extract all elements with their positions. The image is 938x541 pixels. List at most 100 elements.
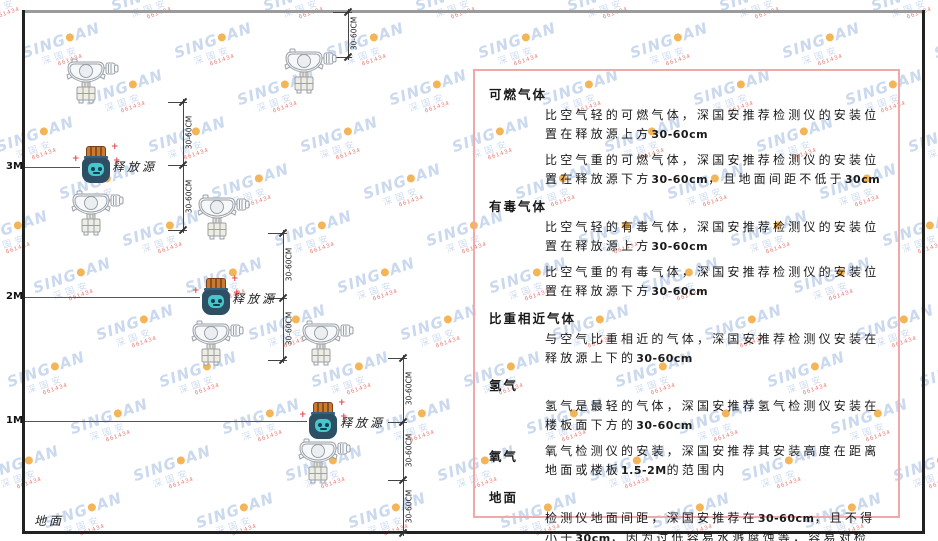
panel-section: 氢气氢气是最轻的气体，深国安推荐氢气检测仪安装在楼板面下方的30-60cm <box>489 375 884 435</box>
release-source-face <box>208 295 224 308</box>
release-source-eye <box>318 423 322 427</box>
release-source-mouth <box>213 304 220 306</box>
section-paragraph: 与空气比重相近的气体，深国安推荐检测仪安装在释放源上下的30-60cm <box>545 330 883 368</box>
info-panel: 可燃气体 比空气轻的可燃气体，深国安推荐检测仪的安装位置在释放源上方30-60cm… <box>473 69 900 541</box>
measurement-value: 30-60cm <box>636 418 693 432</box>
measurement-value: 30cm <box>575 531 611 541</box>
release-source-face <box>88 163 104 176</box>
dimension-extension-line <box>333 12 352 13</box>
ground-line <box>22 531 925 534</box>
dimension-label: 30-60CM <box>404 371 414 406</box>
dimension-extension-line <box>388 422 407 423</box>
sparkle-icon: + <box>231 274 239 284</box>
height-label-3m: 3M <box>6 161 23 172</box>
dimension-extension-line <box>268 233 287 234</box>
dimension-label: 30-60CM <box>404 489 414 524</box>
release-source-mouth <box>93 172 100 174</box>
section-paragraph: 比空气重的有毒气体，深国安推荐检测仪的安装位置在释放源下方30-60cm <box>545 263 883 301</box>
ground-label: 地面 <box>34 514 65 528</box>
sparkle-icon: + <box>192 286 200 296</box>
dimension-line <box>183 99 184 233</box>
panel-section: 有毒气体 比空气轻的有毒气体，深国安推荐检测仪的安装位置在释放源上方30-60cm… <box>489 196 884 301</box>
release-source-rim <box>311 412 335 415</box>
release-source-icon: + + + <box>192 274 241 318</box>
dimension-extension-line <box>333 57 352 58</box>
panel-section: 氧气 氧气检测仪的安装，深国安推荐其安装高度在距离地面或楼板1.5-2M的范围内 <box>489 442 884 480</box>
panel-section: 地面检测仪地面间距，深国安推荐在30-60cm，且不得小于30cm，因为过低容易… <box>489 487 884 541</box>
paragraph-text: 比空气轻的有毒气体，深国安推荐检测仪的安装位置在释放源上方 <box>545 220 880 253</box>
gas-detector-icon <box>197 194 251 242</box>
paragraph-text: 氢气是最轻的气体，深国安推荐氢气检测仪安装在楼板面下方的 <box>545 399 880 432</box>
dimension-extension-line <box>388 533 407 534</box>
paragraph-text: ，且地面间距不低于 <box>708 171 845 186</box>
release-source-label: 释放源 <box>232 292 278 306</box>
height-leader-line <box>25 167 80 168</box>
section-heading: 氢气 <box>489 379 519 393</box>
sparkle-icon: + <box>72 154 80 164</box>
height-leader-line <box>25 297 200 298</box>
right-frame-line <box>922 10 925 534</box>
measurement-value: 30-60cm <box>651 127 709 141</box>
section-paragraph: 检测仪地面间距，深国安推荐在30-60cm，且不得小于30cm，因为过低容易水溅… <box>545 509 883 541</box>
paragraph-text: ，且不得小于 <box>545 511 876 541</box>
panel-section: 比重相近气体 与空气比重相近的气体，深国安推荐检测仪安装在释放源上下的30-60c… <box>489 308 884 368</box>
release-source-face <box>315 419 331 432</box>
paragraph-text: 的范围内 <box>666 462 728 477</box>
gas-detector-icon <box>71 190 125 238</box>
section-heading: 有毒气体 <box>489 200 548 214</box>
dimension-label: 30-60CM <box>184 115 194 150</box>
height-leader-line <box>25 421 307 422</box>
panel-section: 可燃气体 比空气轻的可燃气体，深国安推荐检测仪的安装位置在释放源上方30-60cm… <box>489 84 884 189</box>
release-source-mouth <box>320 428 327 430</box>
gas-detector-icon <box>298 438 352 486</box>
dimension-extension-line <box>268 360 287 361</box>
paragraph-text: ，因为过低容易水溅腐蚀等，容易对检测仪造成伤害 <box>610 530 870 541</box>
measurement-value: 30-60cm <box>651 239 709 253</box>
release-source-label: 释放源 <box>340 416 386 430</box>
section-heading: 氧气 <box>489 450 519 464</box>
release-source-eye <box>98 167 102 171</box>
sparkle-icon: + <box>111 142 119 152</box>
measurement-value: 30-60cm <box>636 351 693 365</box>
release-source-eye <box>218 299 222 303</box>
sparkle-icon: + <box>340 412 348 422</box>
dimension-label: 30-60CM <box>184 179 194 214</box>
measurement-value: 30-60cm <box>757 512 815 525</box>
gas-detector-icon <box>284 48 338 96</box>
measurement-value: 30-60cm <box>651 284 709 298</box>
dimension-label: 30-60CM <box>404 433 414 468</box>
dimension-label: 30-60CM <box>284 311 294 346</box>
measurement-value: 1.5-2M <box>621 463 667 477</box>
dimension-extension-line <box>388 358 407 359</box>
release-source-rim <box>204 288 228 291</box>
section-heading: 可燃气体 <box>489 88 548 102</box>
gas-detector-icon <box>301 320 355 368</box>
gas-detector-icon <box>191 320 245 368</box>
dimension-label: 30-60CM <box>349 16 359 51</box>
paragraph-text: 氧气检测仪的安装，深国安推荐其安装高度在距离地面或楼板 <box>545 444 880 477</box>
release-source-eye <box>325 423 329 427</box>
dimension-extension-line <box>168 165 187 166</box>
section-heading: 地面 <box>489 491 519 505</box>
gas-detector-icon <box>66 58 120 106</box>
paragraph-text: 比空气重的可燃气体，深国安推荐检测仪的安装位置在释放源下方 <box>545 153 880 186</box>
measurement-value: 30-60cm <box>651 172 709 186</box>
section-paragraph: 氢气是最轻的气体，深国安推荐氢气检测仪安装在楼板面下方的30-60cm <box>545 397 883 435</box>
ceiling-line <box>22 10 924 13</box>
dimension-label: 30-60CM <box>284 247 294 282</box>
paragraph-text: 比空气重的有毒气体，深国安推荐检测仪的安装位置在释放源下方 <box>545 265 880 298</box>
dimension-line <box>348 9 349 60</box>
release-source-eye <box>211 299 215 303</box>
left-wall-line <box>22 10 25 534</box>
sparkle-icon: + <box>299 410 307 420</box>
release-source-rim <box>84 156 108 159</box>
release-source-eye <box>91 167 95 171</box>
section-paragraph: 比空气重的可燃气体，深国安推荐检测仪的安装位置在释放源下方30-60cm，且地面… <box>545 151 883 189</box>
paragraph-text: 检测仪地面间距，深国安推荐在 <box>545 511 758 525</box>
release-source-label: 释放源 <box>112 160 158 174</box>
height-label-2m: 2M <box>6 291 23 302</box>
dimension-extension-line <box>268 298 287 299</box>
height-label-1m: 1M <box>6 415 23 426</box>
release-source-icon: + + + <box>72 142 121 186</box>
